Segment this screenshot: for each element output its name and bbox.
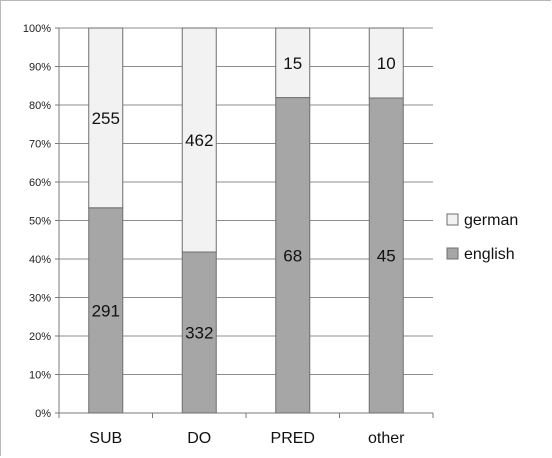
y-tick-label: 40% (29, 254, 51, 266)
y-tick-label: 50% (29, 216, 51, 228)
data-label-english-SUB: 291 (92, 301, 120, 320)
data-label-german-SUB: 255 (92, 109, 120, 128)
data-label-german-PRED: 15 (283, 54, 302, 73)
x-tick-label: PRED (271, 430, 315, 447)
x-tick-label: SUB (89, 430, 122, 447)
y-tick-label: 30% (29, 293, 51, 305)
bar-segment-english-other (368, 97, 404, 414)
y-tick-label: 0% (35, 408, 51, 420)
y-tick-label: 70% (29, 139, 51, 151)
y-tick-label: 80% (29, 100, 51, 112)
bar-segment-german-PRED (275, 27, 311, 99)
data-label-german-DO: 462 (185, 131, 213, 150)
legend-swatch-english (446, 247, 459, 260)
y-tick-label: 60% (29, 177, 51, 189)
data-label-english-DO: 332 (185, 324, 213, 343)
data-label-german-other: 10 (377, 54, 396, 73)
y-tick-label: 20% (29, 331, 51, 343)
x-tick-label: other (368, 430, 405, 447)
bar-segment-german-other (368, 27, 404, 99)
legend-label-english: english (464, 246, 515, 263)
y-tick-label: 10% (29, 370, 51, 382)
bar-segment-english-PRED (275, 97, 311, 414)
x-tick-label: DO (187, 430, 211, 447)
bar-segment-english-SUB (88, 207, 124, 414)
legend-swatch-german (446, 213, 459, 226)
bar-segment-german-SUB (88, 27, 124, 209)
data-label-english-PRED: 68 (283, 246, 302, 265)
y-tick-label: 100% (23, 23, 51, 35)
y-tick-label: 90% (29, 62, 51, 74)
bar-segment-german-DO (181, 27, 217, 253)
legend-label-german: german (464, 212, 518, 229)
data-label-english-other: 45 (377, 247, 396, 266)
bar-segment-english-DO (181, 251, 217, 414)
